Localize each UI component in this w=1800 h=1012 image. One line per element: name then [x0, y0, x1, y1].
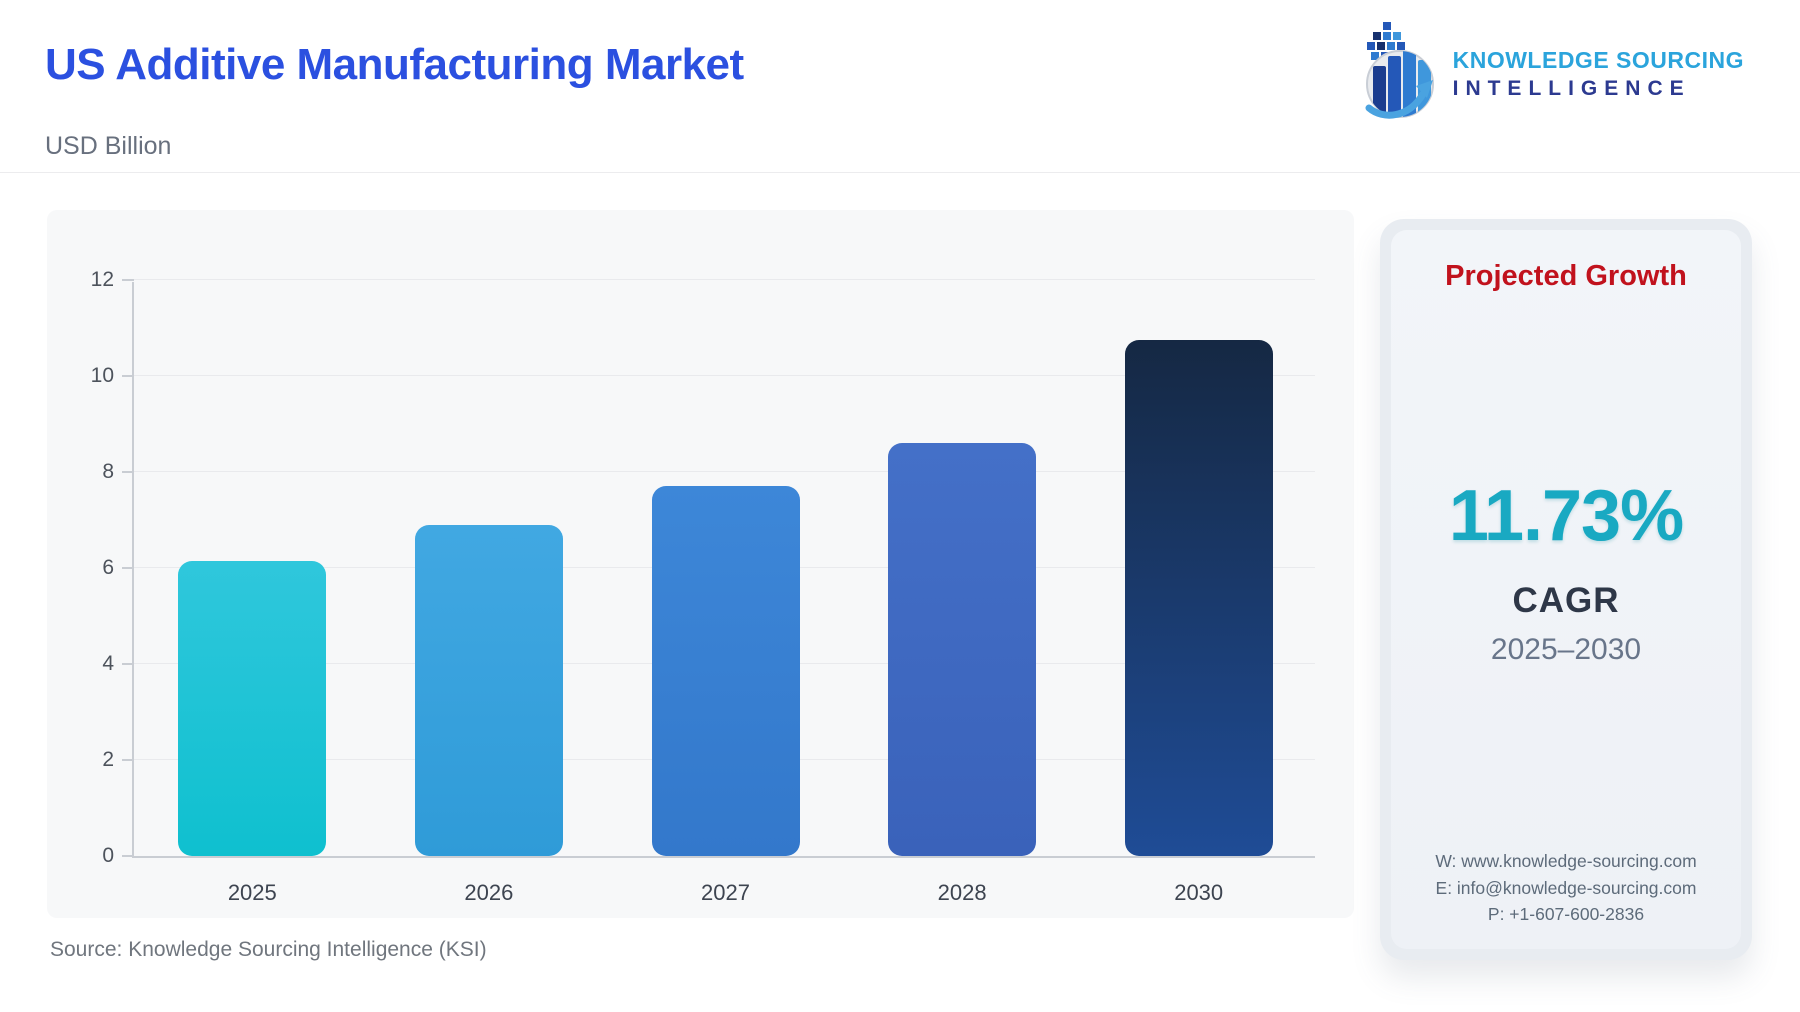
bar-2027 [651, 486, 800, 856]
bar-2026 [414, 524, 563, 856]
y-tick-8 [122, 471, 134, 473]
unit-label: USD Billion [45, 132, 172, 160]
gridline-12 [134, 279, 1315, 280]
cagr-period: 2025–2030 [1490, 632, 1642, 666]
logo-text: KNOWLEDGE SOURCING INTELLIGENCE [1453, 47, 1744, 101]
page-title: US Additive Manufacturing Market [45, 40, 744, 89]
header-divider [0, 172, 1800, 173]
y-tick-12 [122, 279, 134, 281]
cagr-label: CAGR [1512, 580, 1620, 620]
logo-line1: KNOWLEDGE SOURCING [1452, 46, 1744, 73]
bar-chart-card: 0 2 4 6 8 10 12 2025 2026 2027 2028 2030 [47, 210, 1354, 918]
y-axis-label-10: 10 [90, 364, 114, 387]
globe-bar-chart-arrow-icon [1361, 20, 1439, 127]
y-axis-label-6: 6 [102, 556, 114, 579]
company-logo: KNOWLEDGE SOURCING INTELLIGENCE [1361, 20, 1744, 127]
contact-website: W: www.knowledge-sourcing.com [1435, 851, 1697, 872]
cagr-value: 11.73% [1448, 475, 1684, 556]
logo-line2: INTELLIGENCE [1452, 76, 1691, 100]
x-axis-label-2027: 2027 [701, 880, 750, 905]
bar-2025 [178, 560, 327, 856]
x-axis-label-2025: 2025 [227, 880, 277, 905]
y-axis-label-4: 4 [102, 652, 114, 675]
y-tick-4 [122, 663, 134, 665]
contact-email: E: info@knowledge-sourcing.com [1435, 877, 1697, 898]
x-axis-label-2028: 2028 [937, 880, 987, 905]
y-tick-2 [122, 759, 134, 761]
growth-panel-title: Projected Growth [1445, 260, 1687, 292]
projected-growth-panel: Projected Growth 11.73% CAGR 2025–2030 W… [1380, 219, 1752, 960]
x-axis-label-2030: 2030 [1174, 880, 1224, 905]
y-tick-0 [122, 855, 134, 857]
projected-growth-inner: Projected Growth 11.73% CAGR 2025–2030 W… [1391, 230, 1741, 949]
plot-area: 0 2 4 6 8 10 12 2025 2026 2027 2028 2030 [91, 268, 1315, 905]
source-note: Source: Knowledge Sourcing Intelligence … [50, 938, 487, 961]
bar-2030 [1124, 340, 1273, 856]
gridline-8 [134, 471, 1315, 472]
contact-info: W: www.knowledge-sourcing.com E: info@kn… [1435, 848, 1696, 927]
y-axis-label-2: 2 [102, 748, 114, 771]
y-axis-label-12: 12 [90, 268, 114, 291]
cagr-block: 11.73% CAGR 2025–2030 [1448, 475, 1684, 667]
y-axis-label-8: 8 [102, 460, 114, 483]
gridline-10 [134, 375, 1315, 376]
bar-2028 [888, 443, 1037, 856]
y-axis-label-0: 0 [102, 844, 114, 867]
y-tick-10 [122, 375, 134, 377]
contact-phone: P: +1-607-600-2836 [1487, 903, 1645, 924]
x-axis-label-2026: 2026 [464, 880, 514, 905]
y-tick-6 [122, 567, 134, 569]
